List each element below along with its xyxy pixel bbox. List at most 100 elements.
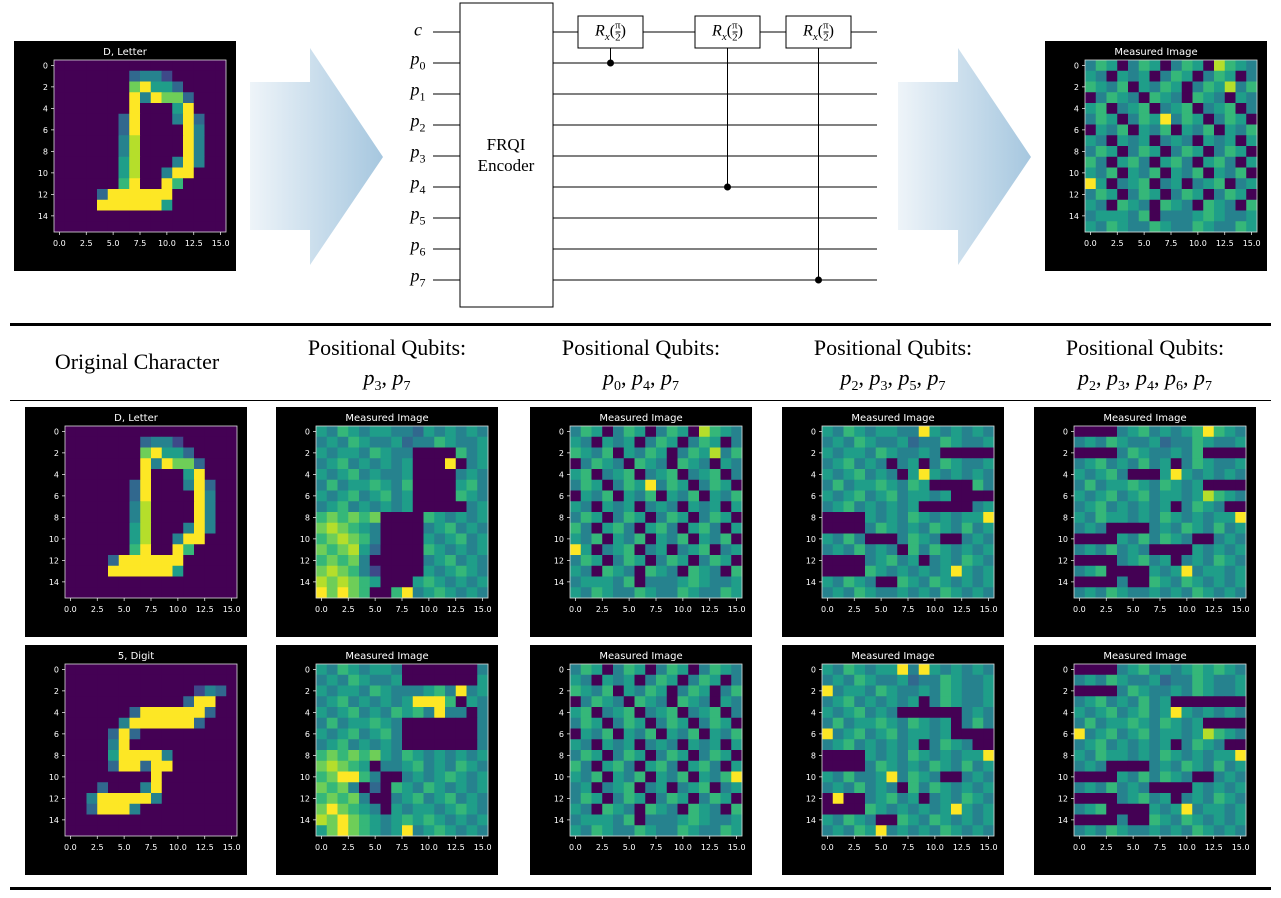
- pixel: [204, 210, 216, 222]
- pixel: [1138, 167, 1150, 179]
- pixel: [477, 814, 489, 826]
- pixel: [97, 717, 109, 729]
- pixel: [1235, 490, 1247, 502]
- pixel: [161, 750, 173, 762]
- pixel: [150, 199, 162, 211]
- pixel: [634, 728, 646, 740]
- pixel: [194, 458, 206, 470]
- pixel: [204, 501, 216, 513]
- pixel: [918, 760, 930, 772]
- pixel: [634, 436, 646, 448]
- pixel: [1095, 490, 1107, 502]
- pixel: [972, 469, 984, 481]
- qubit-index: 4: [643, 379, 650, 395]
- pixel: [151, 447, 163, 459]
- pixel: [380, 664, 392, 676]
- pixel: [402, 664, 414, 676]
- pixel: [1213, 664, 1225, 676]
- pixel: [172, 565, 184, 577]
- pixel: [1074, 501, 1086, 513]
- pixel: [380, 512, 392, 524]
- pixel: [1117, 760, 1129, 772]
- pixel: [316, 479, 328, 491]
- pixel: [961, 803, 973, 815]
- pixel: [466, 447, 478, 459]
- pixel: [129, 565, 141, 577]
- pixel: [688, 707, 700, 719]
- pixel: [455, 707, 467, 719]
- pixel: [1138, 436, 1150, 448]
- pixel: [1095, 81, 1107, 93]
- pixel: [634, 771, 646, 783]
- pixel: [677, 512, 689, 524]
- pixel: [434, 739, 446, 751]
- pixel: [699, 760, 711, 772]
- pixel: [172, 70, 184, 82]
- pixel: [1181, 696, 1193, 708]
- pixel: [466, 469, 478, 481]
- pixel: [75, 221, 87, 233]
- y-tick-label: 10: [38, 169, 48, 178]
- pixel: [215, 555, 227, 567]
- pixel: [423, 825, 435, 837]
- pixel: [1213, 750, 1225, 762]
- x-tick-label: 7.5: [902, 605, 915, 614]
- pixel: [709, 436, 721, 448]
- pixel: [886, 760, 898, 772]
- pixel: [183, 479, 195, 491]
- qubit-symbol: p: [603, 364, 614, 390]
- pixel: [918, 717, 930, 729]
- pixel: [65, 522, 77, 534]
- y-tick-label: 8: [559, 751, 564, 760]
- pixel: [108, 555, 120, 567]
- y-tick-label: 2: [305, 449, 310, 458]
- pixel: [215, 825, 227, 837]
- pixel: [1224, 771, 1236, 783]
- pixel: [1171, 146, 1183, 158]
- pixel: [972, 458, 984, 470]
- pixel: [1095, 760, 1107, 772]
- pixel: [1160, 103, 1172, 115]
- pixel: [1095, 146, 1107, 158]
- pixel: [677, 555, 689, 567]
- pixel: [613, 825, 625, 837]
- pixel: [897, 469, 909, 481]
- pixel: [1095, 221, 1107, 233]
- pixel: [591, 436, 603, 448]
- pixel: [1203, 124, 1215, 136]
- pixel: [1235, 576, 1247, 588]
- pixel: [455, 447, 467, 459]
- pixel: [1181, 81, 1193, 93]
- pixel: [65, 793, 77, 805]
- pixel: [983, 555, 995, 567]
- pixel: [666, 782, 678, 794]
- pixel: [1214, 81, 1226, 93]
- pixel: [1181, 814, 1193, 826]
- y-tick-label: 4: [559, 470, 564, 479]
- pixel: [204, 664, 216, 676]
- pixel: [1149, 199, 1161, 211]
- pixel: [129, 178, 141, 190]
- gate-num: π: [732, 19, 738, 33]
- pixel: [688, 426, 700, 438]
- pixel: [1138, 544, 1150, 556]
- pixel: [570, 825, 582, 837]
- pixel: [118, 685, 130, 697]
- pixel: [1246, 156, 1258, 168]
- pixel: [215, 771, 227, 783]
- pixel: [215, 793, 227, 805]
- pixel: [677, 793, 689, 805]
- pixel: [412, 458, 424, 470]
- pixel: [1149, 522, 1161, 534]
- column-header: Positional Qubits:: [307, 335, 467, 360]
- pixel: [215, 458, 227, 470]
- pixel: [1085, 60, 1097, 72]
- pixel: [1171, 199, 1183, 211]
- pixel: [326, 501, 338, 513]
- pixel: [402, 469, 414, 481]
- pixel: [1203, 750, 1215, 762]
- pixel: [65, 696, 77, 708]
- pixel: [940, 674, 952, 686]
- x-tick-label: 12.5: [701, 843, 719, 852]
- pixel: [875, 717, 887, 729]
